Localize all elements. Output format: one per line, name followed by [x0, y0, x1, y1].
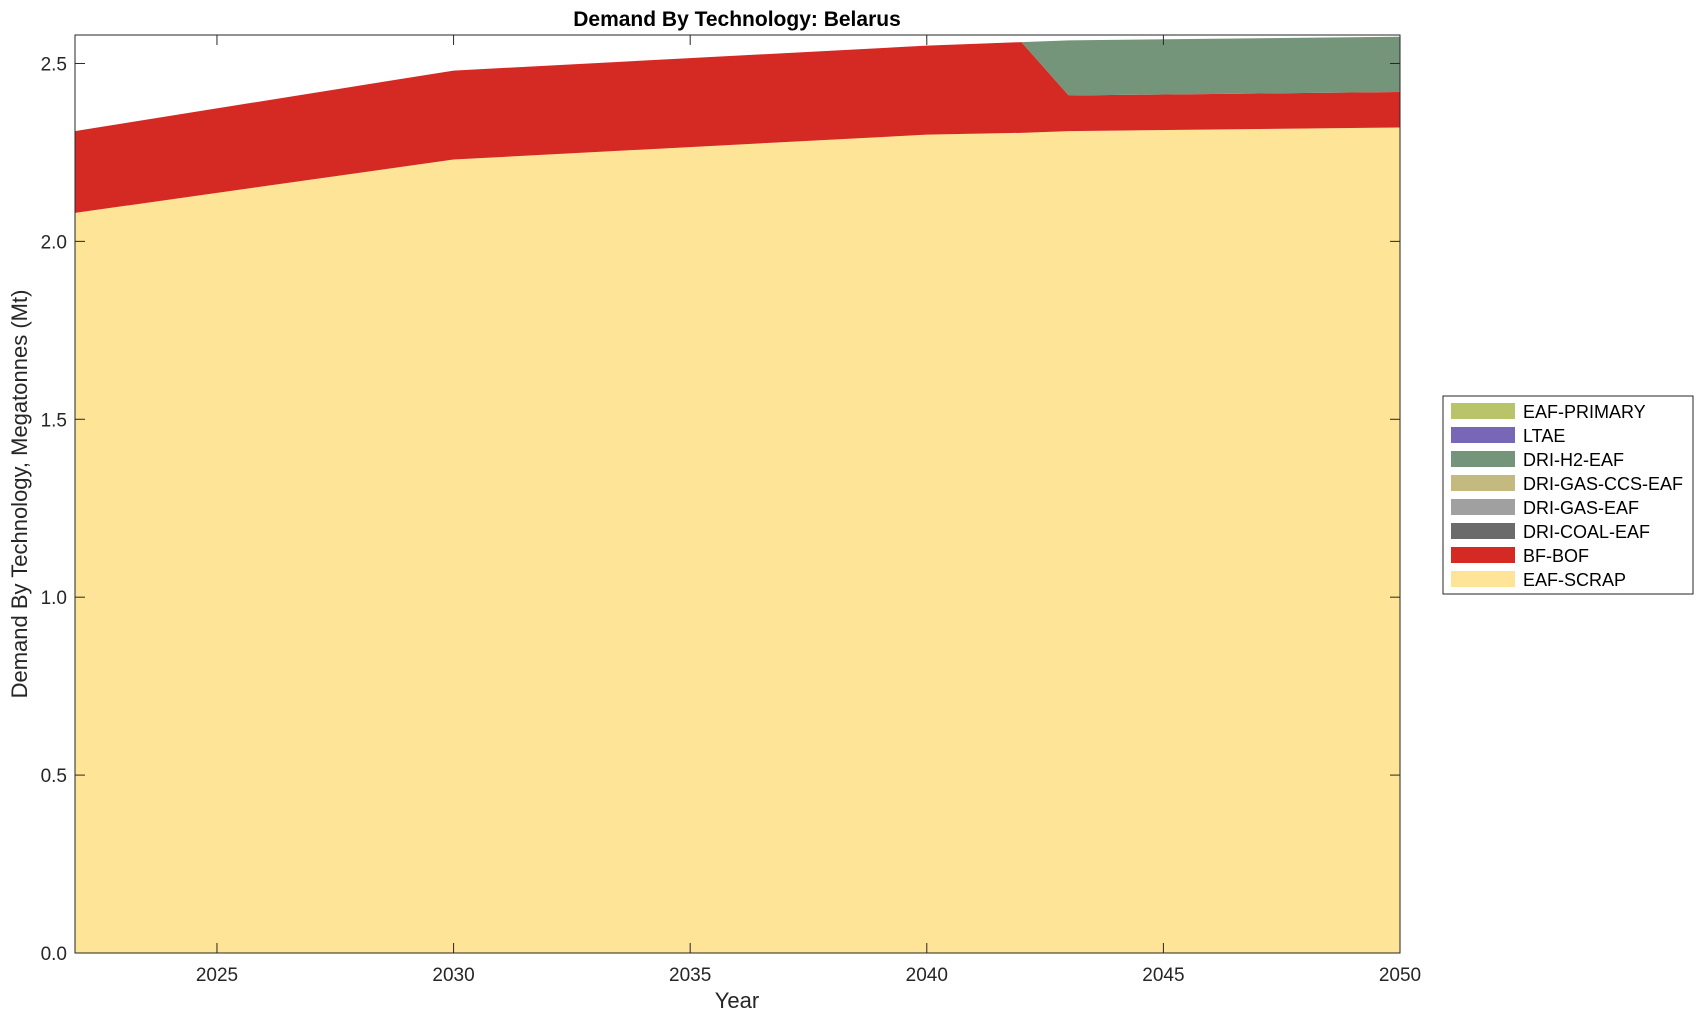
legend-label: LTAE [1523, 426, 1565, 446]
y-axis-label: Demand By Technology, Megatonnes (Mt) [7, 290, 32, 699]
area-dri-h2-eaf [75, 36, 1400, 132]
legend-swatch [1451, 427, 1515, 443]
y-tick-label: 1.5 [41, 410, 67, 431]
legend: EAF-PRIMARY LTAE DRI-H2-EAF DRI-GAS-CCS-EAF… [1442, 395, 1694, 595]
x-tick-label: 2025 [196, 965, 238, 986]
chart-title: Demand By Technology: Belarus [573, 8, 901, 31]
legend-label: DRI-GAS-EAF [1523, 498, 1639, 518]
legend-swatch [1451, 547, 1515, 563]
plot-areas [75, 36, 1400, 953]
legend-swatch [1451, 571, 1515, 587]
legend-label: DRI-COAL-EAF [1523, 522, 1650, 542]
legend-label: EAF-PRIMARY [1523, 402, 1646, 422]
legend-swatch [1451, 499, 1515, 515]
y-tick-label: 1.0 [41, 588, 67, 609]
x-tick-label: 2035 [669, 965, 711, 986]
y-axis: 0.0 0.5 1.0 1.5 2.0 2.5 [41, 54, 1400, 965]
x-tick-label: 2045 [1142, 965, 1184, 986]
x-tick-label: 2040 [906, 965, 948, 986]
y-tick-label: 0.5 [41, 766, 67, 787]
y-tick-label: 2.0 [41, 232, 67, 253]
x-axis-label: Year [715, 988, 759, 1013]
x-axis: 2025 2030 2035 2040 2045 2050 [196, 35, 1421, 986]
legend-label: EAF-SCRAP [1523, 570, 1626, 590]
x-tick-label: 2030 [432, 965, 474, 986]
y-tick-label: 2.5 [41, 54, 67, 75]
area-eaf-scrap [75, 127, 1400, 953]
x-tick-label: 2050 [1379, 965, 1421, 986]
y-tick-label: 0.0 [41, 944, 67, 965]
legend-label: DRI-H2-EAF [1523, 450, 1624, 470]
legend-swatch [1451, 403, 1515, 419]
area-bf-bof [75, 42, 1400, 213]
legend-swatch [1451, 451, 1515, 467]
legend-swatch [1451, 475, 1515, 491]
plot-frame [74, 34, 1401, 954]
legend-label: BF-BOF [1523, 546, 1589, 566]
legend-label: DRI-GAS-CCS-EAF [1523, 474, 1683, 494]
legend-swatch [1451, 523, 1515, 539]
